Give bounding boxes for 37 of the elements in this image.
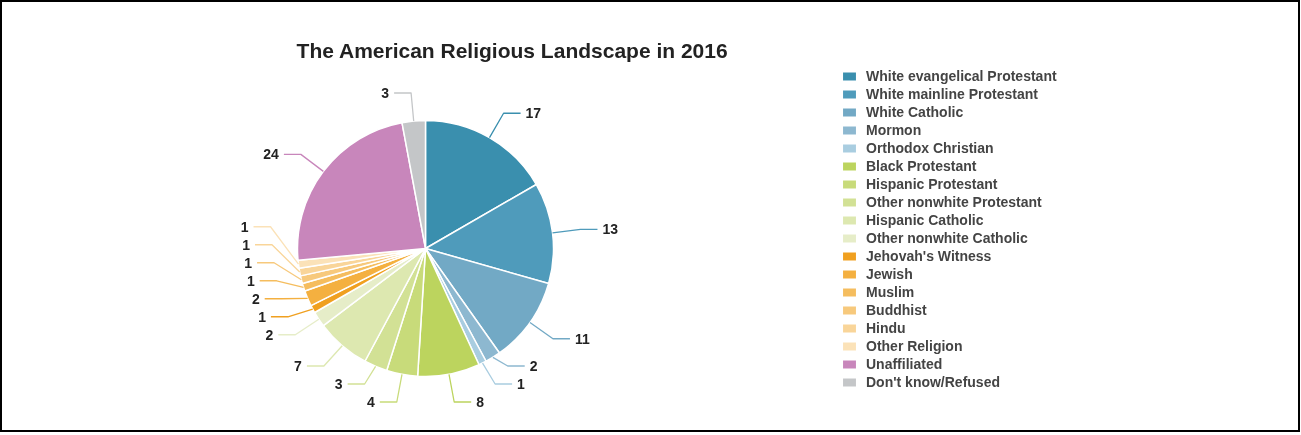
- data-label: 1: [246, 272, 255, 289]
- data-label: 2: [251, 290, 260, 307]
- legend-label: Other nonwhite Catholic: [866, 230, 1028, 246]
- data-label: 4: [367, 394, 376, 410]
- legend-label: Jehovah's Witness: [866, 248, 992, 264]
- data-label: 2: [529, 358, 538, 374]
- data-label: 2: [265, 326, 274, 343]
- data-label: 1: [517, 376, 526, 392]
- legend-label: Hindu: [866, 320, 906, 336]
- data-label: 3: [381, 85, 390, 102]
- chart-title: The American Religious Landscape in 2016: [296, 39, 728, 62]
- legend-label: Other Religion: [866, 338, 963, 354]
- legend-label: Hispanic Catholic: [866, 212, 984, 228]
- legend-label: White evangelical Protestant: [866, 68, 1057, 84]
- data-label: 17: [525, 105, 542, 122]
- legend-label: Mormon: [866, 122, 922, 138]
- legend-label: Orthodox Christian: [866, 140, 994, 156]
- legend-label: Muslim: [866, 284, 915, 300]
- data-label: 1: [242, 236, 251, 253]
- data-label: 7: [294, 358, 303, 374]
- legend-label: Hispanic Protestant: [866, 176, 998, 192]
- data-label: 11: [574, 330, 590, 347]
- data-label: 13: [602, 221, 619, 238]
- data-label: 1: [244, 254, 253, 271]
- data-label: 3: [334, 376, 343, 392]
- legend-label: Black Protestant: [866, 158, 977, 174]
- legend-label: Other nonwhite Protestant: [866, 194, 1042, 210]
- legend-label: Jewish: [866, 266, 913, 282]
- data-label: 1: [258, 308, 267, 325]
- legend-label: Buddhist: [866, 302, 927, 318]
- legend-label: White Catholic: [866, 104, 964, 120]
- legend-label: Unaffiliated: [866, 356, 943, 372]
- data-label: 24: [263, 146, 280, 163]
- legend-label: Don't know/Refused: [866, 374, 1000, 390]
- data-label: 1: [240, 218, 249, 235]
- legend-label: White mainline Protestant: [866, 86, 1038, 102]
- data-label: 8: [476, 394, 485, 410]
